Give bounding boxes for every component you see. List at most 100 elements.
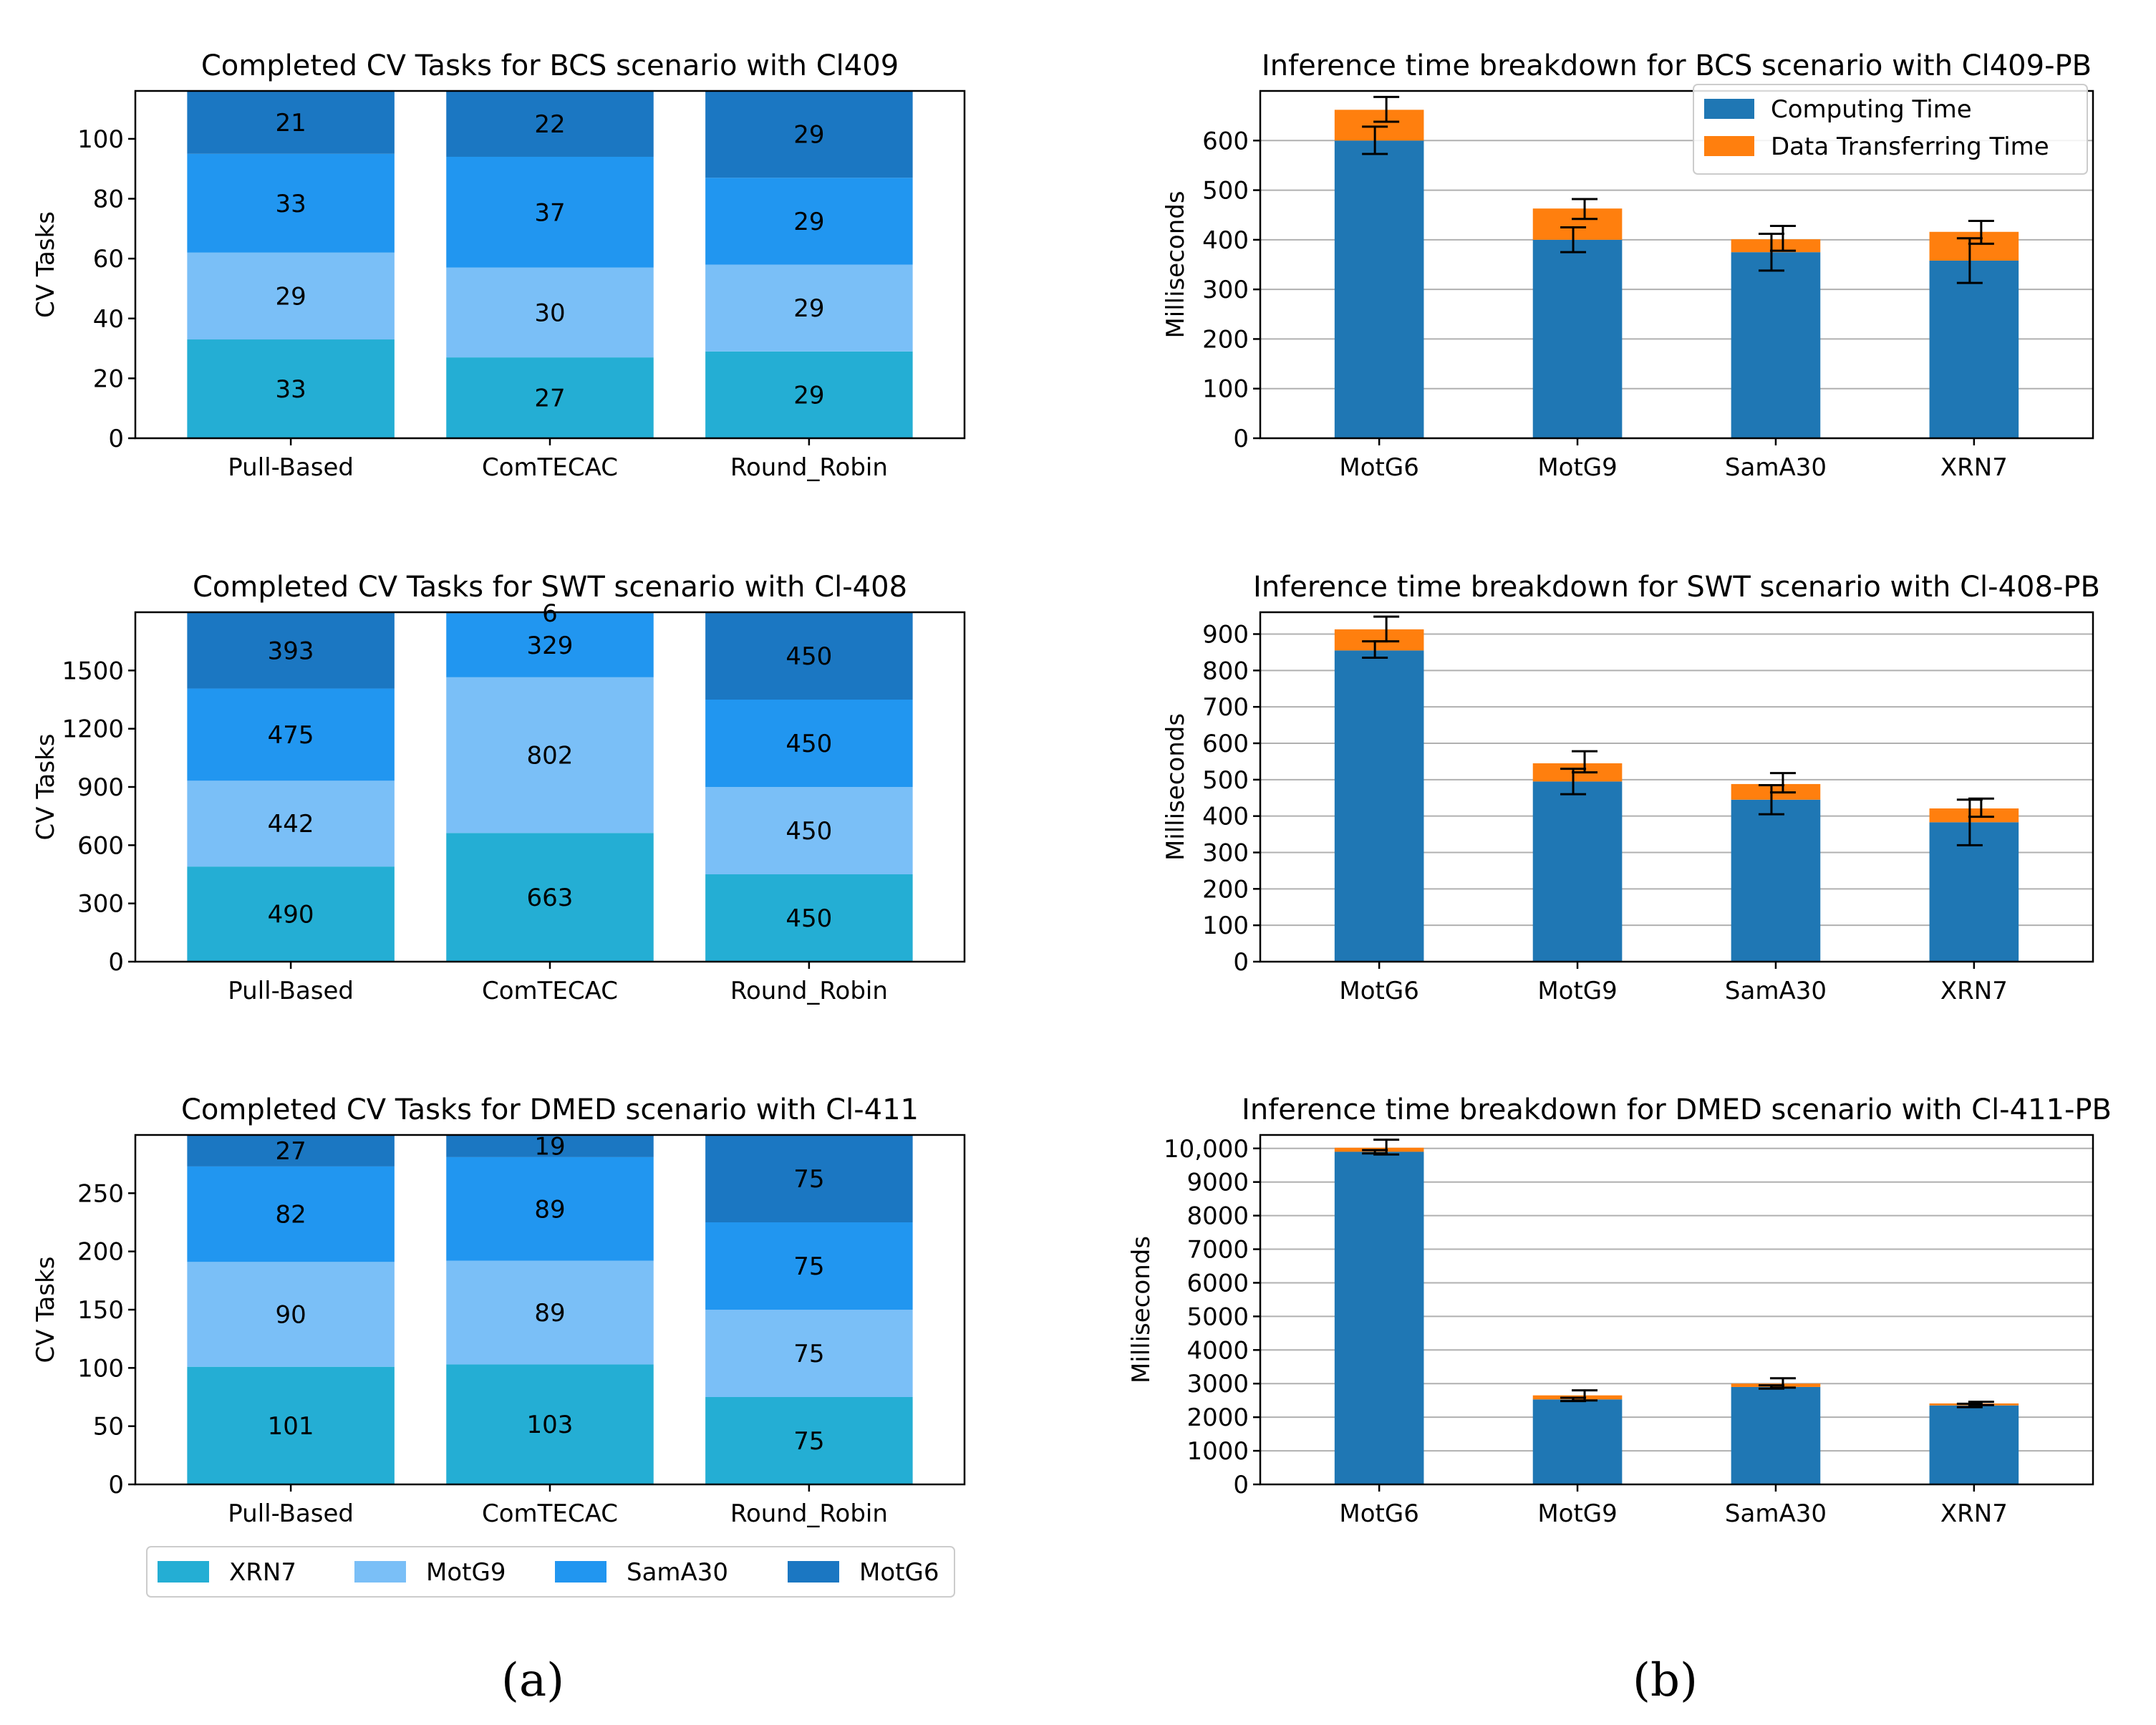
x-tick-label: MotG6 [1339,453,1418,482]
legend-swatch [354,1561,406,1583]
y-tick-label: 900 [77,773,124,802]
bar-motg9 [187,781,395,867]
y-axis-label: Milliseconds [1161,190,1190,338]
y-tick-label: 0 [108,1471,124,1499]
x-tick-label: Pull-Based [228,977,354,1005]
bar-value-label: 90 [275,1301,306,1330]
bar-value-label: 82 [275,1201,306,1229]
y-tick-label: 40 [93,305,124,334]
y-axis-label: CV Tasks [32,734,60,841]
bar-value-label: 29 [275,282,306,311]
bar-motg9 [187,1262,395,1367]
y-tick-label: 100 [1202,912,1249,940]
bar-value-label: 75 [793,1427,824,1456]
bar-value-label: 29 [793,294,824,323]
x-tick-label: XRN7 [1940,453,2008,482]
bar-value-label: 19 [534,1132,565,1161]
y-tick-label: 4000 [1186,1336,1249,1365]
legend-a: XRN7 MotG9 SamA30 MotG6 [146,1546,955,1598]
bar-value-label: 442 [268,810,314,839]
x-tick-label: Round_Robin [730,1499,888,1528]
chart-title: Completed CV Tasks for DMED scenario wit… [181,1093,919,1126]
bar-value-label: 27 [534,385,565,413]
bar-motg6 [187,1135,395,1166]
bar-data-transferring-time [1334,629,1424,651]
bar-motg9 [705,264,913,352]
y-tick-label: 900 [1202,621,1249,649]
y-tick-label: 400 [1202,226,1249,255]
y-tick-label: 10,000 [1164,1135,1249,1164]
bar-computing-time [1731,1386,1821,1484]
bar-xrn7 [446,357,654,438]
bar-value-label: 663 [527,884,574,912]
y-tick-label: 600 [1202,730,1249,758]
bar-data-transferring-time [1334,110,1424,141]
y-axis-label: Milliseconds [1127,1236,1156,1383]
bar-motg9 [705,1310,913,1397]
x-tick-label: ComTECAC [482,977,618,1005]
x-tick-label: MotG6 [1339,1499,1418,1528]
bar-value-label: 103 [527,1411,574,1439]
bar-computing-time [1929,1405,2019,1484]
bar-sama30 [446,613,654,677]
legend-swatch [555,1561,606,1583]
y-tick-label: 200 [1202,875,1249,904]
x-tick-label: XRN7 [1940,977,2008,1005]
y-tick-label: 0 [1233,1471,1249,1499]
bar-motg6 [705,1135,913,1222]
y-tick-label: 200 [1202,325,1249,354]
chart-title: Inference time breakdown for SWT scenari… [1253,571,2100,604]
x-tick-label: MotG6 [1339,977,1418,1005]
y-tick-label: 1200 [62,715,124,744]
x-tick-label: MotG9 [1537,977,1617,1005]
bar-value-label: 329 [527,632,574,660]
y-tick-label: 150 [77,1296,124,1325]
bar-motg9 [446,677,654,833]
bar-value-label: 475 [268,721,314,750]
y-tick-label: 800 [1202,657,1249,685]
bar-value-label: 6 [542,599,558,628]
bar-value-label: 75 [793,1165,824,1194]
bar-motg6 [705,91,913,178]
y-tick-label: 60 [93,245,124,274]
y-tick-label: 1500 [62,657,124,685]
bar-sama30 [705,1222,913,1310]
bar-value-label: 490 [268,901,314,929]
panel-label-b: (b) [1633,1654,1698,1707]
bar-value-label: 101 [268,1412,314,1441]
bar-sama30 [187,688,395,781]
y-axis-label: CV Tasks [32,1257,60,1363]
bar-value-label: 450 [785,904,832,933]
y-tick-label: 0 [1233,948,1249,977]
y-tick-label: 600 [77,831,124,860]
bar-value-label: 75 [793,1340,824,1368]
y-tick-label: 0 [1233,425,1249,453]
x-tick-label: Pull-Based [228,453,354,482]
bar-sama30 [705,178,913,265]
bar-value-label: 89 [534,1299,565,1328]
bar-value-label: 450 [785,642,832,671]
y-tick-label: 300 [1202,276,1249,304]
y-tick-label: 600 [1202,127,1249,155]
bar-value-label: 802 [527,742,574,770]
bar-computing-time [1731,252,1821,438]
chart-5: 0 100 200 300 400 500 600 700 800 900 MotG6 MotG9 Sa… [1161,571,2100,1005]
x-tick-label: SamA30 [1725,977,1827,1005]
y-tick-label: 50 [93,1413,124,1441]
x-tick-label: SamA30 [1725,1499,1827,1528]
bar-value-label: 33 [275,375,306,404]
chart-title: Inference time breakdown for BCS scenari… [1262,49,2092,82]
bar-computing-time [1334,140,1424,439]
y-tick-label: 0 [108,948,124,977]
y-tick-label: 7000 [1186,1236,1249,1265]
bar-xrn7 [446,1364,654,1484]
bar-value-label: 21 [275,109,306,137]
y-tick-label: 9000 [1186,1169,1249,1197]
bar-motg9 [705,787,913,874]
bar-motg6 [446,91,654,157]
bar-sama30 [187,1166,395,1262]
legend-frame [1693,84,2088,175]
y-tick-label: 3000 [1186,1370,1249,1398]
y-axis-label: CV Tasks [32,211,60,318]
bar-value-label: 30 [534,299,565,327]
